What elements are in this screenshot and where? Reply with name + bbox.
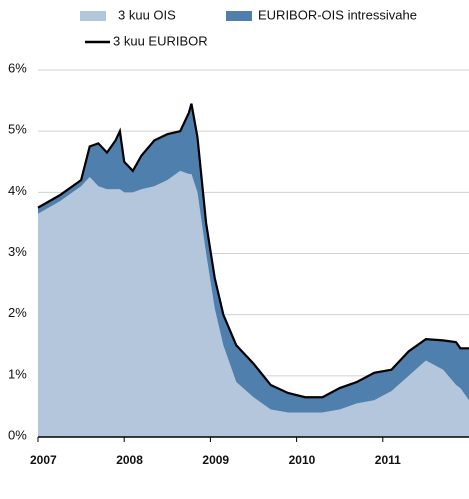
line	[37, 103, 469, 399]
area	[38, 103, 469, 413]
x-tick-label: 2011	[375, 453, 401, 467]
legend-swatch	[80, 11, 106, 21]
legend-swatch	[226, 11, 252, 21]
x-tick-label: 2010	[289, 453, 316, 467]
y-tick-label: 0%	[8, 427, 27, 442]
legend-label: 3 kuu OIS	[118, 7, 176, 22]
y-tick-label: 5%	[8, 122, 27, 137]
y-tick-label: 1%	[8, 366, 27, 381]
x-tick-label: 2007	[30, 453, 57, 467]
y-tick-label: 6%	[8, 60, 27, 75]
x-tick-label: 2009	[202, 453, 229, 467]
legend-label: EURIBOR-OIS intressivahe	[258, 7, 417, 22]
y-tick-label: 4%	[8, 183, 27, 198]
area	[38, 170, 469, 438]
legend-label: 3 kuu EURIBOR	[113, 33, 208, 48]
y-tick-label: 2%	[8, 305, 27, 320]
y-tick-label: 3%	[8, 244, 27, 259]
x-tick-label: 2008	[116, 453, 143, 467]
